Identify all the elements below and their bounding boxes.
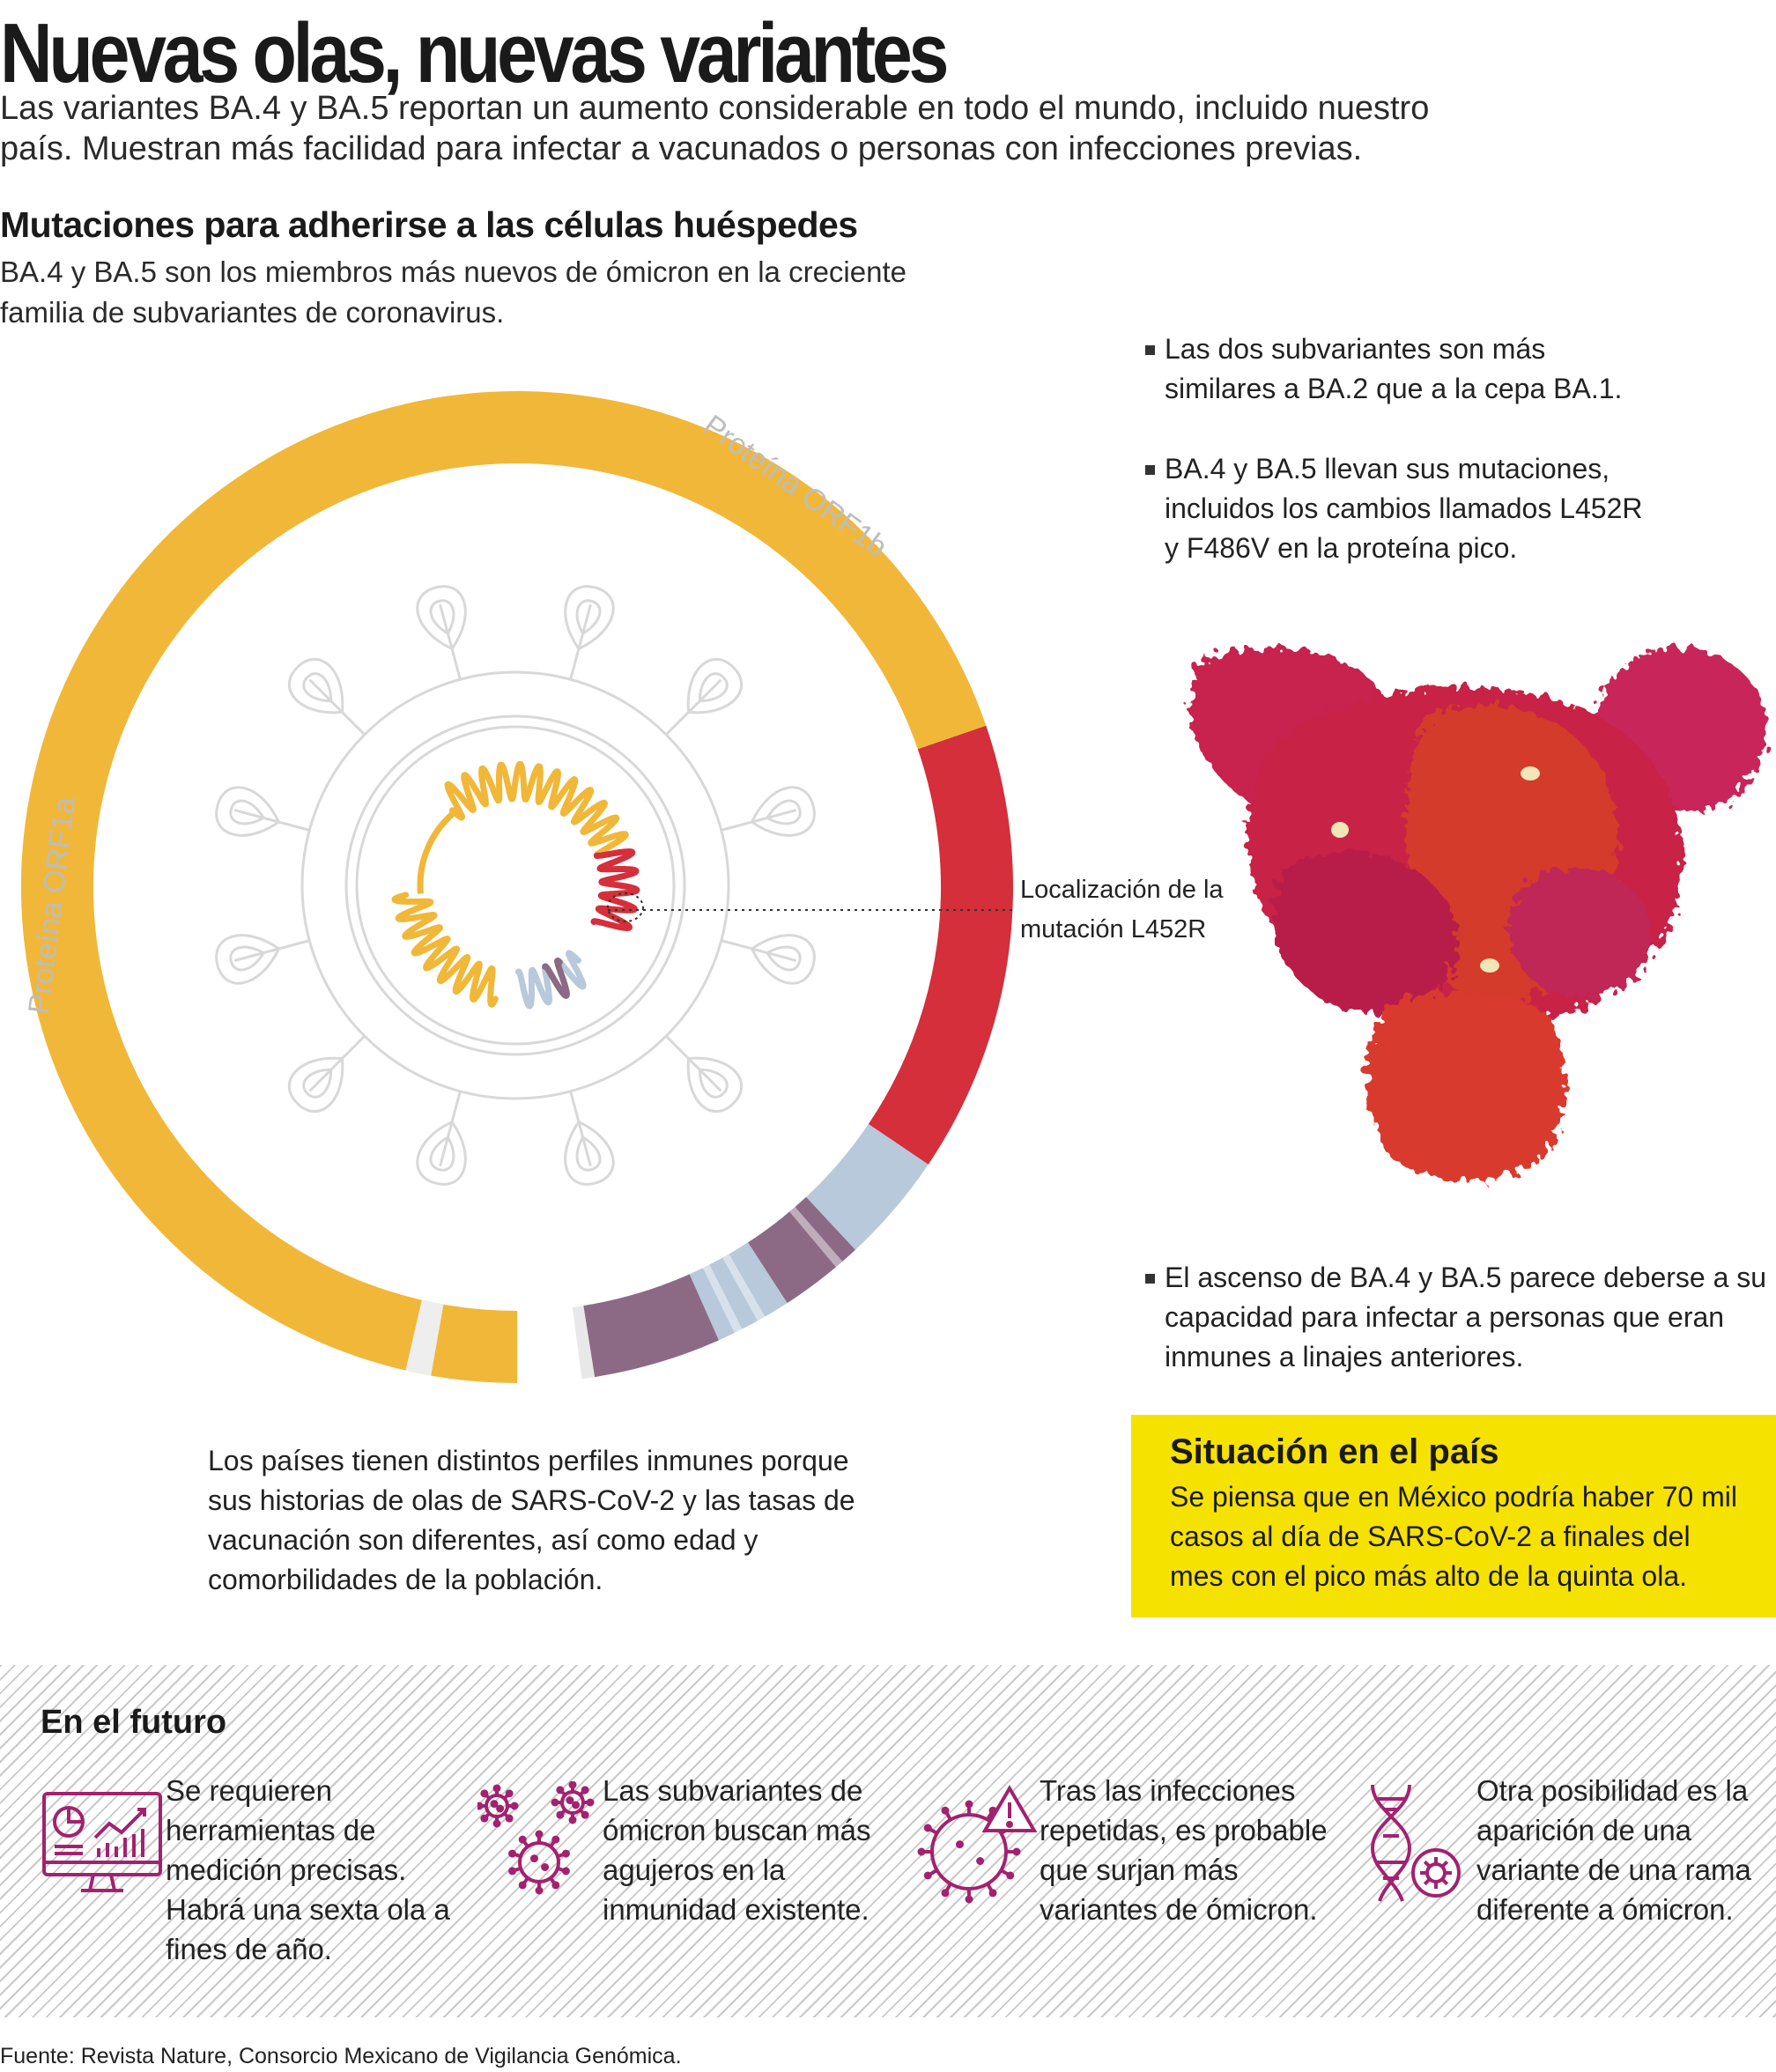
future-item-text: Las subvariantes de ómicron buscan más a… [603,1774,871,1926]
ring-segment-orf1a-orf1b [21,391,987,1383]
dna-virus-icon [1370,1784,1461,1902]
ring-stripe [702,1264,743,1334]
key-point: Las dos subvariantes son más similares a… [1145,329,1640,409]
virus-spike-head [564,1120,615,1186]
future-item-text: Se requieren herramientas de medición pr… [166,1774,450,1965]
virus-large-icon [508,1830,570,1895]
helix-segment-orf1a-orf1b [444,760,629,859]
virus-spike-stem [721,809,797,832]
caption-text: Los países tienen distintos perfiles inm… [208,1445,855,1595]
future-item-text: Tras las infecciones repetidas, es proba… [1040,1774,1328,1926]
ring-segment-light-blue [689,1242,788,1341]
section-title: Mutaciones para adherirse a las células … [0,204,858,245]
helix-segment-orf1a [391,892,499,1008]
virus-small-icon [551,1781,595,1824]
virus-spike-head [287,657,344,714]
page-title: Nuevas olas, nuevas variantes [0,6,949,100]
key-point: El ascenso de BA.4 y BA.5 parece deberse… [1145,1258,1776,1377]
ring-segment-mauve [582,1274,719,1378]
ring-segment-start [405,1299,444,1376]
ring-segment-spike [868,725,1013,1165]
virus-spike-stem [665,1035,722,1092]
ring-segment-mauve [747,1196,855,1304]
virus-spike-head [686,1056,744,1114]
helix-segment-spike [590,848,640,931]
virus-outline [215,585,816,1186]
intro-text: Las variantes BA.4 y BA.5 reportan un au… [0,90,1430,167]
virus-spike-stem [721,939,797,962]
virus-spike-head [686,657,744,714]
virus-spike-head [416,1120,467,1186]
virus-warning-icon [917,1785,1038,1904]
situation-text: Se piensa que en México podría haber 70 … [1170,1481,1737,1592]
virus-small-icon [477,1784,519,1828]
virus-spike-stem [308,1035,366,1092]
virus-spike-stem [439,603,462,680]
mutation-spots [1331,766,1540,973]
ring-segment-light-blue [805,1123,929,1250]
key-point: BA.4 y BA.5 llevan sus mutaciones, inclu… [1145,449,1658,568]
mutation-location-label: Localización de la mutación L452R [1020,876,1224,944]
future-panel: En el futuro Se requieren herramientas d… [0,1665,1776,2017]
virus-cluster-icon [477,1781,595,1895]
virus-spike-head [564,585,615,651]
helix-ring [391,760,640,1010]
section-description: BA.4 y BA.5 son los miembros más nuevos … [0,255,906,329]
virus-spike-head [215,786,281,837]
helix-connector [417,810,456,894]
helix-segment-mauve [542,958,570,999]
virus-spike-stem [233,939,310,962]
monitor-chart-icon [42,1792,162,1892]
virus-spike-stem [308,678,366,736]
ring-stripe [722,1254,766,1321]
genome-ring-diagram: Proteína ORF1b Proteína ORF1a [21,391,1013,1383]
ring-stripe [789,1206,843,1268]
virus-spike-stem [569,603,592,680]
spike-protein-illustration [1188,647,1766,1180]
future-item-text: Otra posibilidad es la aparición de una … [1476,1774,1751,1926]
virus-spike-head [750,786,816,837]
ring-segment-end [572,1306,596,1380]
situation-title: Situación en el país [1170,1432,1499,1471]
virus-spike-stem [439,1091,462,1167]
source-note: Fuente: Revista Nature, Consorcio Mexica… [0,2044,682,2068]
virus-spike-stem [665,678,722,736]
genome-ring [21,391,1013,1383]
virus-spike-head [750,934,816,985]
virus-spike-stem [569,1091,592,1167]
virus-spike-stem [233,809,310,832]
virus-spike-head [215,934,281,985]
virus-large-icon [917,1800,1021,1904]
virus-spike-head [416,585,467,651]
mutation-location-marker [607,892,644,922]
virus-spike-head [287,1056,344,1114]
situation-box: Situación en el país Se piensa que en Mé… [1131,1415,1776,1617]
future-title: En el futuro [41,1704,227,1741]
